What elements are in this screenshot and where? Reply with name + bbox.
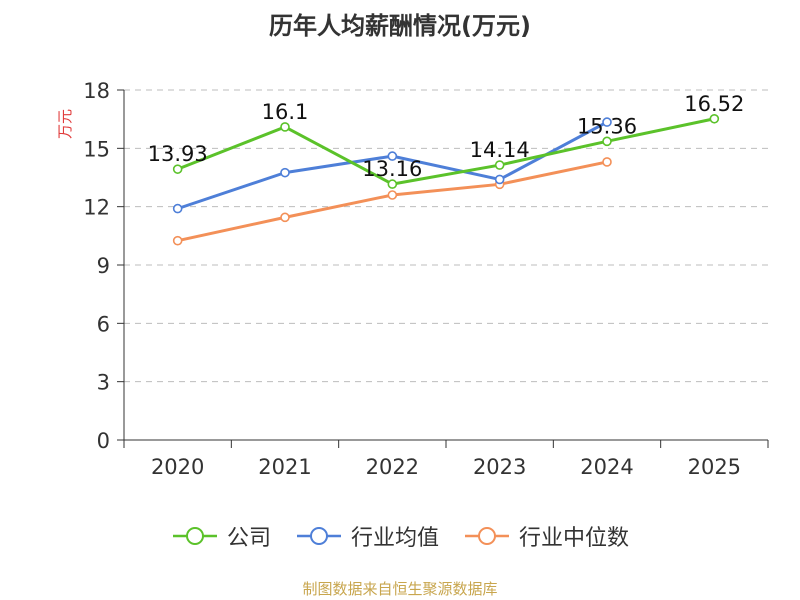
y-tick-label: 0 — [97, 429, 110, 453]
data-point — [494, 160, 505, 170]
data-point — [602, 136, 612, 147]
y-tick-label: 3 — [97, 371, 110, 395]
x-tick-label: 2024 — [580, 455, 633, 479]
data-point — [172, 203, 183, 214]
source-footer: 制图数据来自恒生聚源数据库 — [302, 580, 498, 598]
data-point — [172, 235, 183, 246]
data-point — [280, 122, 290, 132]
data-label: 15.36 — [577, 114, 637, 138]
data-point — [280, 167, 290, 178]
data-point — [172, 164, 183, 174]
data-point — [280, 212, 290, 223]
legend-median-label: 行业中位数 — [519, 526, 630, 551]
data-point — [494, 174, 505, 185]
x-tick-label: 2022 — [366, 455, 419, 479]
y-tick-label: 9 — [97, 254, 110, 278]
data-point — [602, 157, 612, 167]
y-tick-label: 18 — [83, 79, 110, 103]
data-label: 13.16 — [362, 157, 422, 181]
axes: 0 3 6 9 12 15 18 2020 2021 2022 2023 2024 2025 万元 — [56, 79, 769, 479]
x-tick-label: 2020 — [151, 455, 204, 479]
legend-avg-label: 行业均值 — [350, 526, 439, 551]
y-tick-label: 15 — [83, 137, 110, 161]
chart-title: 历年人均薪酬情况(万元) — [269, 12, 531, 40]
data-point — [602, 117, 612, 127]
grid-lines — [124, 89, 768, 383]
x-tick-label: 2025 — [688, 455, 741, 479]
data-point — [387, 179, 398, 189]
y-axis-label: 万元 — [56, 109, 74, 139]
legend-item-industry-median[interactable]: 行业中位数 — [463, 520, 629, 552]
x-tick-label: 2023 — [473, 455, 526, 479]
legend-avg-icon — [296, 527, 341, 545]
data-point — [709, 113, 720, 124]
x-tick-label: 2021 — [258, 455, 311, 479]
data-label: 16.52 — [684, 92, 744, 116]
legend-item-industry-avg[interactable]: 行业均值 — [295, 520, 439, 552]
legend-company-icon — [172, 527, 217, 545]
legend: 公司 行业均值 行业中位数 — [0, 520, 800, 552]
data-point — [387, 190, 398, 200]
y-tick-label: 6 — [97, 312, 110, 336]
data-point — [387, 151, 398, 161]
legend-item-company[interactable]: 公司 — [171, 520, 271, 552]
y-tick-label: 12 — [83, 196, 110, 220]
data-labels: 13.93 16.1 13.16 14.14 15.36 16.52 — [148, 92, 745, 181]
series-lines — [172, 113, 720, 246]
data-label: 13.93 — [148, 142, 208, 166]
data-label: 16.1 — [262, 100, 309, 124]
series-line-0 — [177, 117, 715, 186]
legend-median-icon — [465, 527, 509, 545]
legend-company-label: 公司 — [226, 526, 271, 551]
data-label: 14.14 — [470, 138, 530, 162]
